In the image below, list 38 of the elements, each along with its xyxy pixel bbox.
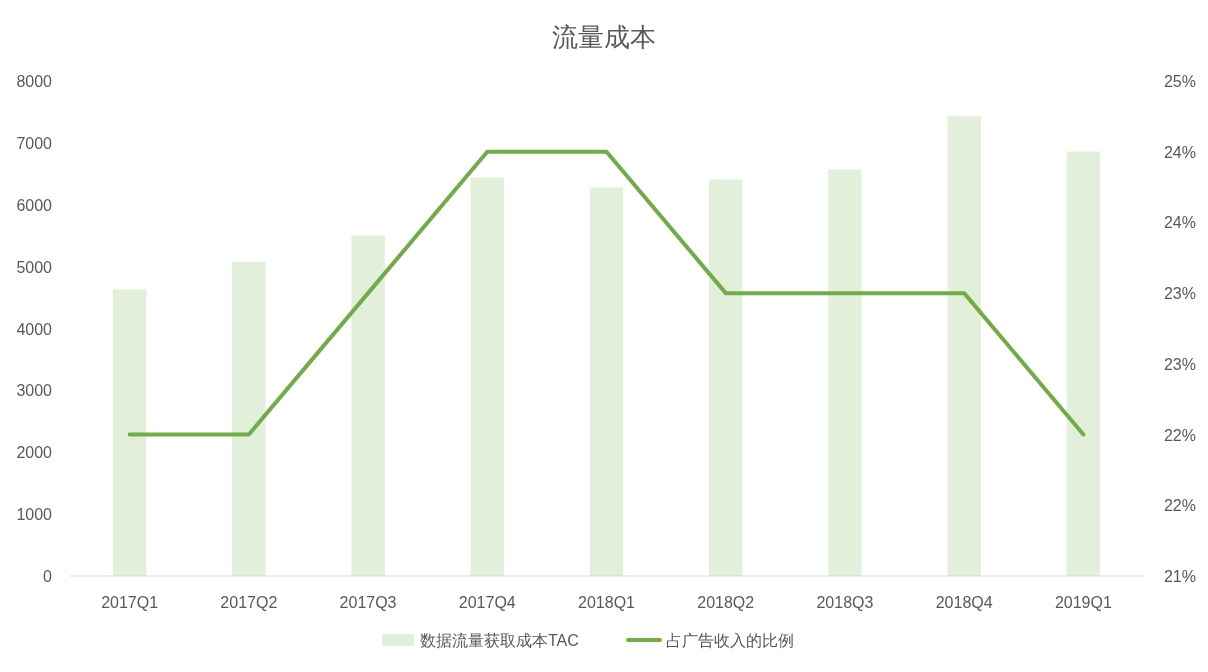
x-tick-label: 2017Q1 xyxy=(101,594,159,611)
x-tick-label: 2018Q3 xyxy=(816,594,874,611)
x-tick-label: 2018Q1 xyxy=(578,594,636,611)
y-tick-label: 3000 xyxy=(16,382,53,400)
bar xyxy=(232,261,266,576)
bar xyxy=(947,116,981,576)
y-tick-label: 1000 xyxy=(16,506,53,524)
x-tick-label: 2017Q2 xyxy=(220,594,278,611)
legend-label: 数据流量获取成本TAC xyxy=(420,632,579,649)
y-tick-label: 7000 xyxy=(16,134,53,152)
chart-title: 流量成本 xyxy=(552,22,656,52)
y2-tick-label: 21% xyxy=(1163,568,1196,585)
x-tick-label: 2018Q2 xyxy=(697,594,755,611)
y-tick-label: 4000 xyxy=(16,320,53,338)
bar xyxy=(1066,151,1101,576)
bar xyxy=(351,235,385,576)
x-tick-label: 2017Q3 xyxy=(339,594,397,611)
bar xyxy=(589,187,624,576)
y2-tick-label: 23% xyxy=(1163,285,1196,303)
x-tick-label: 2019Q1 xyxy=(1054,594,1112,611)
y2-tick-label: 24% xyxy=(1163,143,1196,161)
bar xyxy=(828,169,862,576)
x-tick-label: 2018Q4 xyxy=(935,594,993,611)
y2-tick-label: 24% xyxy=(1163,214,1196,232)
y-tick-label: 5000 xyxy=(16,258,53,276)
y-tick-label: 8000 xyxy=(16,73,53,90)
bar xyxy=(470,177,504,576)
y-tick-label: 6000 xyxy=(16,196,53,214)
bar xyxy=(112,289,147,576)
y-tick-label: 0 xyxy=(43,568,53,585)
y2-tick-label: 25% xyxy=(1163,73,1196,90)
y-tick-label: 2000 xyxy=(16,444,53,462)
x-tick-label: 2017Q4 xyxy=(458,594,516,611)
y2-tick-label: 22% xyxy=(1163,497,1196,515)
y2-tick-label: 23% xyxy=(1163,355,1196,373)
y2-tick-label: 22% xyxy=(1163,426,1196,444)
bar xyxy=(709,179,743,576)
legend-label: 占广告收入的比例 xyxy=(666,632,794,649)
